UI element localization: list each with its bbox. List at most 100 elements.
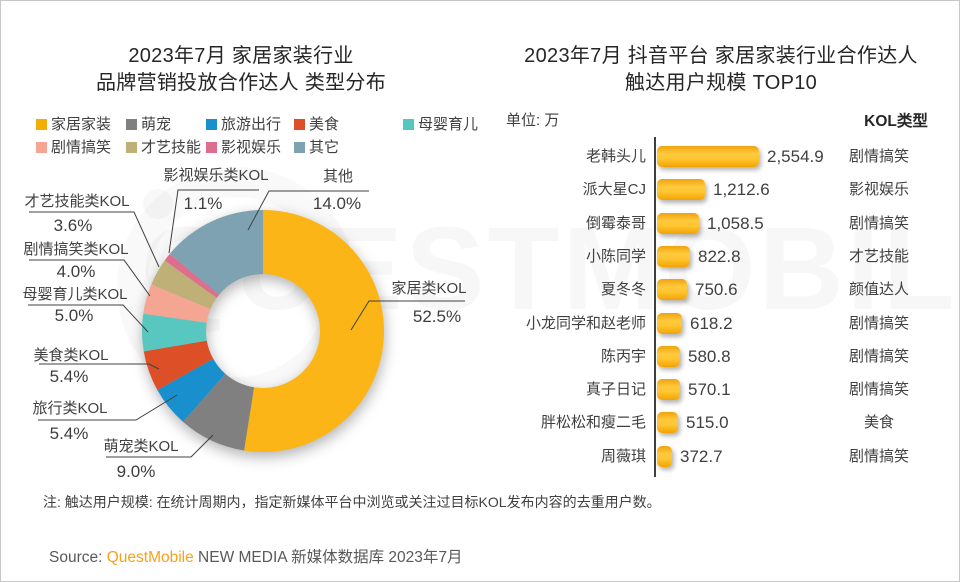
bar-value-label: 750.6: [695, 280, 738, 300]
donut-slice: [169, 210, 263, 295]
bar-chart-title: 2023年7月 抖音平台 家居家装行业合作达人 触达用户规模 TOP10: [481, 43, 959, 97]
donut-slice: [157, 358, 226, 422]
legend-item: 其它: [294, 136, 339, 156]
donut-slice-label: 剧情搞笑类KOL: [23, 241, 128, 258]
bar-category-label: 派大星CJ: [582, 181, 646, 199]
legend-item: 影视娱乐: [206, 136, 282, 156]
donut-slice-percent: 52.5%: [413, 307, 461, 326]
bar-kol-type: 剧情搞笑: [848, 148, 909, 165]
legend-label: 影视娱乐: [221, 139, 282, 156]
bar-category-label: 老韩头儿: [585, 148, 646, 165]
bar-row: 派大星CJ 1,212.6 影视娱乐: [481, 173, 959, 206]
bar-category-label: 胖松松和瘦二毛: [540, 414, 646, 432]
bar-kol-type: 剧情搞笑: [848, 314, 909, 332]
legend-swatch: [294, 142, 305, 153]
bar-rect: [657, 412, 678, 434]
bar-category-label: 陈丙宇: [600, 347, 646, 365]
bar-category-label: 倒霉泰哥: [585, 214, 646, 232]
unit-label: 单位: 万: [506, 112, 560, 129]
bar-row: 胖松松和瘦二毛 515.0 美食: [481, 406, 959, 439]
legend-label: 萌宠: [141, 116, 172, 133]
legend-label: 旅游出行: [221, 116, 282, 133]
donut-slice: [164, 253, 220, 298]
legend-item: 母婴育儿: [403, 113, 479, 133]
bar-row: 真子日记 570.1 剧情搞笑: [481, 373, 959, 406]
bar-kol-type: 剧情搞笑: [848, 381, 909, 399]
donut-panel: 2023年7月 家居家装行业 品牌营销投放合作达人 类型分布 家居家装 萌宠 旅游出…: [1, 1, 481, 581]
legend-item: 才艺技能: [126, 136, 201, 156]
legend-swatch: [403, 119, 414, 130]
bar-kol-type: 剧情搞笑: [848, 214, 909, 232]
donut-slice-label: 母婴育儿类KOL: [22, 286, 127, 303]
donut-slice-label: 旅行类KOL: [32, 400, 107, 417]
bar-row: 倒霉泰哥 1,058.5 剧情搞笑: [481, 207, 959, 240]
donut-leader-line: [29, 211, 160, 268]
bar-value-label: 822.8: [698, 246, 741, 266]
legend-item: 萌宠: [126, 113, 172, 133]
donut-slice-percent: 9.0%: [117, 462, 156, 481]
legend-swatch: [294, 119, 305, 130]
legend-item: 家居家装: [36, 113, 112, 133]
donut-slice-label: 才艺技能类KOL: [24, 193, 129, 210]
bar-axis-line: [654, 137, 656, 477]
bar-rect: [657, 279, 687, 301]
bar-rect: [657, 146, 759, 167]
donut-slice-label: 美食类KOL: [33, 347, 108, 364]
donut-slice-label: 家居类KOL: [391, 280, 466, 297]
legend-swatch: [36, 119, 47, 130]
bar-row: 周薇琪 372.7 剧情搞笑: [481, 440, 959, 473]
bar-value-label: 1,058.5: [707, 213, 764, 233]
footnote: 注: 触达用户规模: 在统计周期内，指定新媒体平台中浏览或关注过目标KOL发布内…: [43, 494, 661, 510]
bar-value-label: 1,212.6: [713, 180, 770, 200]
donut-slice: [143, 340, 214, 390]
donut-chart-title: 2023年7月 家居家装行业 品牌营销投放合作达人 类型分布: [1, 43, 481, 97]
legend-label: 家居家装: [51, 116, 112, 133]
donut-slice-percent: 1.1%: [184, 194, 223, 213]
donut-slice: [141, 313, 207, 352]
bar-value-label: 372.7: [680, 446, 723, 466]
bar-panel: 2023年7月 抖音平台 家居家装行业合作达人 触达用户规模 TOP10 单位:…: [481, 1, 959, 581]
bar-kol-type: 颜值达人: [848, 281, 909, 299]
donut-slice: [182, 373, 255, 451]
donut-title-line2: 品牌营销投放合作达人 类型分布: [95, 72, 387, 94]
bar-title-line1: 2023年7月 抖音平台 家居家装行业合作达人: [524, 45, 918, 67]
bar-rect: [657, 345, 680, 367]
donut-leader-line: [39, 363, 160, 370]
legend-swatch: [36, 142, 47, 153]
bar-title-line2: 触达用户规模 TOP10: [624, 72, 818, 94]
donut-chart: 家居类KOL 52.5% 萌宠类KOL 9.0% 旅行类KOL 5.4% 美食类KOL 5.4…: [22, 167, 466, 481]
donut-leader-line: [350, 300, 465, 331]
donut-slice: [244, 210, 385, 453]
bar-kol-type: 剧情搞笑: [848, 447, 909, 465]
bar-kol-type: 美食: [863, 414, 894, 432]
source-prefix: Source:: [49, 549, 107, 566]
bar-category-label: 周薇琪: [600, 447, 646, 465]
bar-value-label: 570.1: [688, 380, 731, 400]
bar-kol-type: 影视娱乐: [848, 181, 909, 199]
donut-leader-line: [247, 190, 369, 231]
legend-swatch: [126, 119, 137, 130]
legend-label: 母婴育儿: [418, 116, 479, 133]
legend-item: 旅游出行: [206, 113, 282, 133]
legend-item: 美食: [294, 113, 339, 133]
bar-row: 陈丙宇 580.8 剧情搞笑: [481, 340, 959, 373]
donut-slice-percent: 14.0%: [313, 194, 361, 213]
bar-rect: [657, 179, 705, 201]
bar-category-label: 小陈同学: [585, 247, 646, 265]
legend-label: 剧情搞笑: [51, 139, 112, 156]
bar-kol-type: 才艺技能: [848, 247, 909, 265]
legend-swatch: [206, 142, 217, 153]
bar-row: 夏冬冬 750.6 颜值达人: [481, 273, 959, 306]
bar-rect: [657, 312, 682, 334]
legend-swatch: [126, 142, 137, 153]
donut-slice-percent: 5.4%: [50, 367, 89, 386]
donut-leader-line: [106, 434, 214, 458]
bar-value-label: 515.0: [686, 413, 729, 433]
donut-slice-label: 其他: [323, 168, 353, 185]
kol-type-header: KOL类型: [864, 113, 928, 130]
bar-rect: [657, 245, 690, 267]
source-line: Source: QuestMobile NEW MEDIA 新媒体数据库 202…: [49, 545, 462, 567]
donut-slice-percent: 5.0%: [55, 306, 94, 325]
donut-title-line1: 2023年7月 家居家装行业: [128, 45, 354, 67]
